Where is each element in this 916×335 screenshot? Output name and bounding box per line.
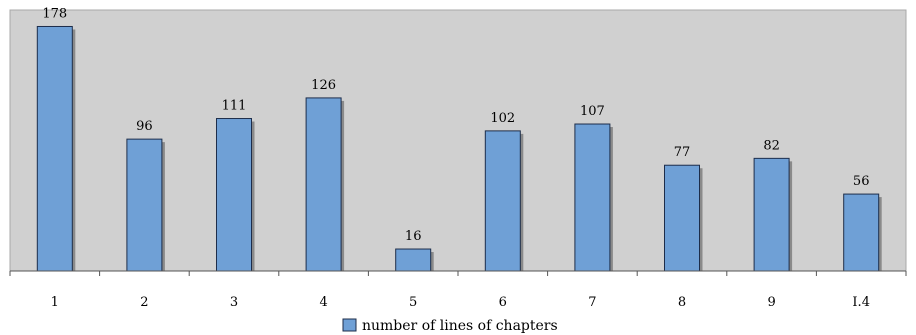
- data-label-I.4: 56: [853, 174, 870, 189]
- bar-I.4: [843, 193, 880, 272]
- legend: number of lines of chapters: [342, 318, 558, 334]
- x-tick-label-3: 3: [230, 295, 238, 310]
- data-label-4: 126: [311, 78, 336, 93]
- legend-swatch: [342, 318, 357, 332]
- data-label-7: 107: [580, 104, 605, 119]
- data-label-2: 96: [136, 119, 153, 134]
- x-axis: 1 2 3 4 5 6 7 8 9 I.4: [9, 270, 907, 310]
- data-labels-layer: 178 96 111 126 16 102 107 77 82 56: [42, 6, 869, 244]
- x-tick-label-5: 5: [409, 295, 417, 310]
- bar-6: [484, 130, 521, 272]
- x-tick-label-4: 4: [319, 295, 327, 310]
- bar-7: [574, 123, 611, 272]
- bars-layer: [36, 25, 882, 272]
- bar-4: [305, 97, 342, 272]
- bar-2: [126, 138, 163, 272]
- x-tick-label-I.4: I.4: [852, 295, 870, 310]
- x-tick-label-9: 9: [767, 295, 775, 310]
- data-label-8: 77: [674, 145, 691, 160]
- data-label-6: 102: [490, 111, 515, 126]
- bar-1: [36, 25, 73, 272]
- x-tick-label-8: 8: [678, 295, 686, 310]
- bar-8: [664, 164, 700, 272]
- x-tick-label-1: 1: [51, 295, 59, 310]
- x-tick-label-7: 7: [588, 295, 596, 310]
- x-tick-label-2: 2: [140, 295, 148, 310]
- data-label-1: 178: [42, 6, 67, 21]
- data-label-9: 82: [763, 138, 780, 153]
- data-label-5: 16: [405, 229, 422, 244]
- bar-5: [395, 248, 432, 272]
- data-label-3: 111: [222, 99, 247, 114]
- bar-9: [753, 157, 790, 272]
- x-tick-label-6: 6: [499, 295, 507, 310]
- legend-label: number of lines of chapters: [362, 318, 558, 334]
- bar-3: [216, 118, 252, 272]
